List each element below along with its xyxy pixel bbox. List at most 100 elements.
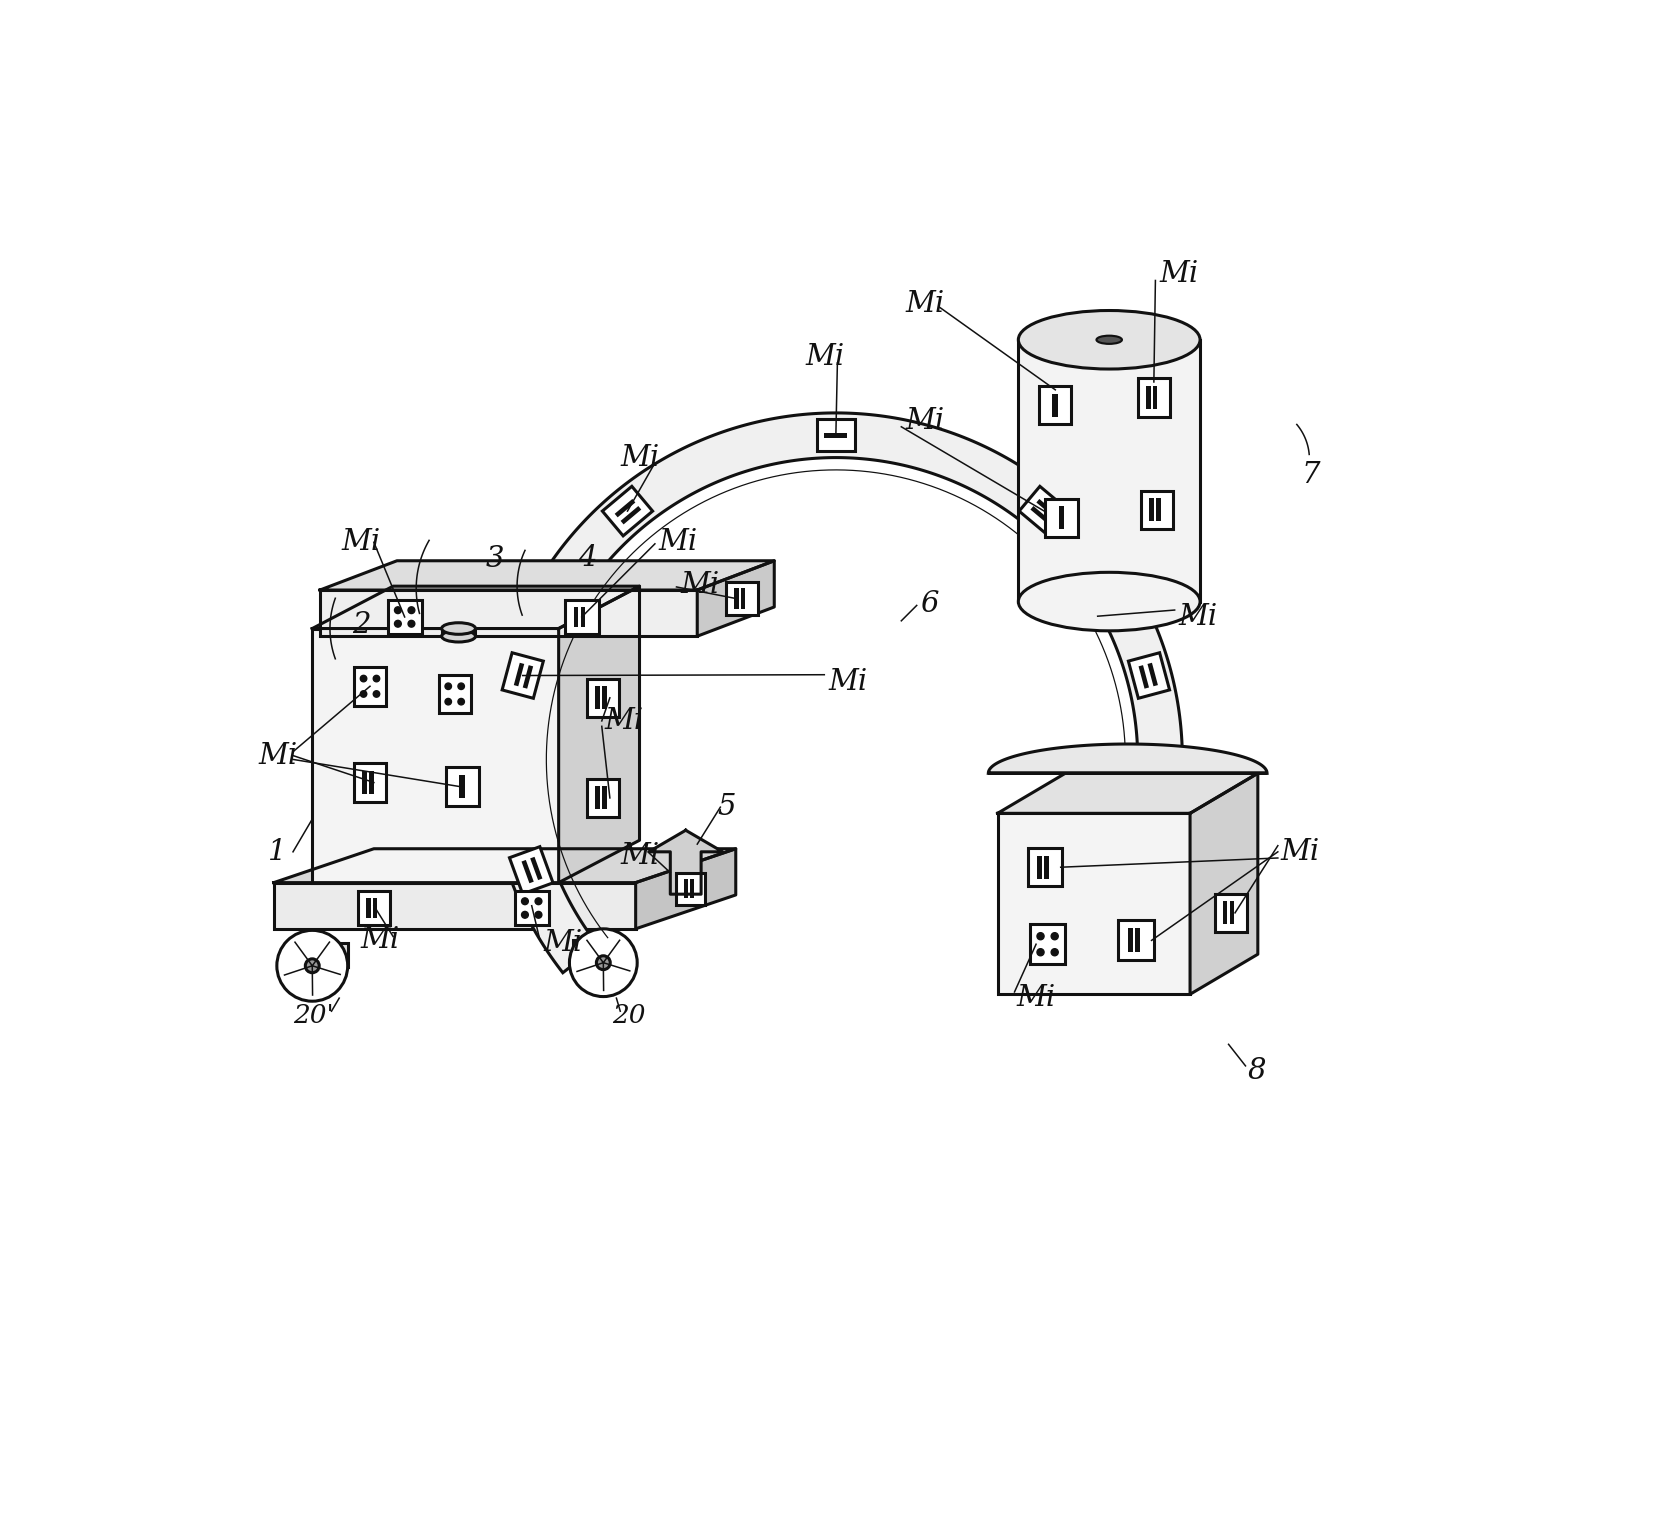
Text: Mi: Mi <box>805 344 844 371</box>
Circle shape <box>521 897 529 905</box>
Bar <box>1037 855 1042 879</box>
Bar <box>369 772 373 794</box>
Bar <box>366 897 371 919</box>
Text: Mi: Mi <box>1281 838 1320 866</box>
Bar <box>572 940 622 963</box>
Text: 4: 4 <box>577 544 596 572</box>
Bar <box>1037 499 1057 517</box>
Bar <box>373 897 378 919</box>
Bar <box>1018 340 1200 602</box>
Circle shape <box>536 911 542 919</box>
Text: Mi: Mi <box>681 572 719 599</box>
Bar <box>676 873 706 905</box>
Circle shape <box>521 911 529 919</box>
Bar <box>564 600 599 634</box>
Bar <box>1058 506 1065 529</box>
Bar <box>734 588 739 608</box>
Text: 20': 20' <box>293 1002 334 1028</box>
Polygon shape <box>313 587 639 629</box>
Circle shape <box>394 620 401 628</box>
Bar <box>439 675 471 713</box>
Bar <box>313 629 559 882</box>
Ellipse shape <box>441 631 476 641</box>
Ellipse shape <box>1018 573 1200 631</box>
Bar <box>574 606 579 628</box>
Circle shape <box>1037 932 1043 940</box>
Text: 7: 7 <box>1301 461 1320 488</box>
Bar <box>596 687 601 709</box>
Ellipse shape <box>441 623 476 634</box>
Polygon shape <box>275 849 735 882</box>
Text: Mi: Mi <box>1160 261 1198 288</box>
Text: Mi: Mi <box>621 841 659 870</box>
Polygon shape <box>636 849 735 929</box>
Bar <box>1153 385 1158 409</box>
Bar <box>514 891 549 925</box>
Bar <box>684 879 687 899</box>
Bar <box>446 767 479 805</box>
Text: Mi: Mi <box>604 706 644 735</box>
Bar <box>522 666 532 688</box>
Bar <box>824 434 847 438</box>
Bar <box>621 506 641 525</box>
Text: 3: 3 <box>486 546 504 573</box>
Bar <box>1215 893 1246 932</box>
Bar <box>1150 499 1153 522</box>
Bar <box>1028 847 1062 887</box>
Circle shape <box>444 684 451 690</box>
Bar <box>1230 902 1235 925</box>
Bar <box>1038 387 1072 424</box>
Bar <box>509 846 552 894</box>
Bar <box>1138 377 1170 417</box>
Bar <box>587 779 619 817</box>
Circle shape <box>1052 932 1058 940</box>
Polygon shape <box>319 561 774 590</box>
Ellipse shape <box>1097 335 1122 344</box>
Text: 20: 20 <box>612 1002 646 1028</box>
Bar <box>1128 653 1170 699</box>
Circle shape <box>276 931 348 1001</box>
Bar <box>691 879 694 899</box>
Bar <box>602 687 607 709</box>
Text: Mi: Mi <box>1017 984 1057 1013</box>
Bar <box>358 891 389 925</box>
Bar <box>581 606 586 628</box>
Text: 5: 5 <box>717 793 735 822</box>
Circle shape <box>361 675 366 682</box>
Circle shape <box>361 691 366 697</box>
Text: Mi: Mi <box>829 669 867 696</box>
Bar <box>354 667 386 705</box>
Bar <box>1045 855 1048 879</box>
Polygon shape <box>649 831 722 894</box>
Bar <box>1138 666 1150 688</box>
Text: 8: 8 <box>1248 1057 1266 1085</box>
Circle shape <box>408 620 414 628</box>
Polygon shape <box>997 773 1258 813</box>
Text: Mi: Mi <box>341 528 381 556</box>
Bar <box>1128 928 1133 952</box>
Circle shape <box>373 675 379 682</box>
Bar <box>1030 925 1065 964</box>
Circle shape <box>596 955 611 970</box>
Circle shape <box>536 897 542 905</box>
Bar <box>354 763 386 802</box>
Bar <box>441 629 476 637</box>
Bar <box>503 653 544 699</box>
Text: Mi: Mi <box>258 741 298 770</box>
Bar <box>363 772 366 794</box>
Bar <box>521 860 534 884</box>
Bar <box>514 662 524 687</box>
Circle shape <box>373 691 379 697</box>
Text: Mi: Mi <box>359 926 399 955</box>
Bar <box>531 857 542 881</box>
Bar <box>1156 499 1160 522</box>
Bar <box>1052 394 1058 417</box>
Bar <box>726 582 759 615</box>
Bar <box>817 418 855 452</box>
Polygon shape <box>988 744 1266 773</box>
Polygon shape <box>489 412 1183 973</box>
Bar <box>459 775 466 797</box>
Circle shape <box>458 684 464 690</box>
Bar <box>614 499 636 517</box>
Bar <box>1135 928 1140 952</box>
